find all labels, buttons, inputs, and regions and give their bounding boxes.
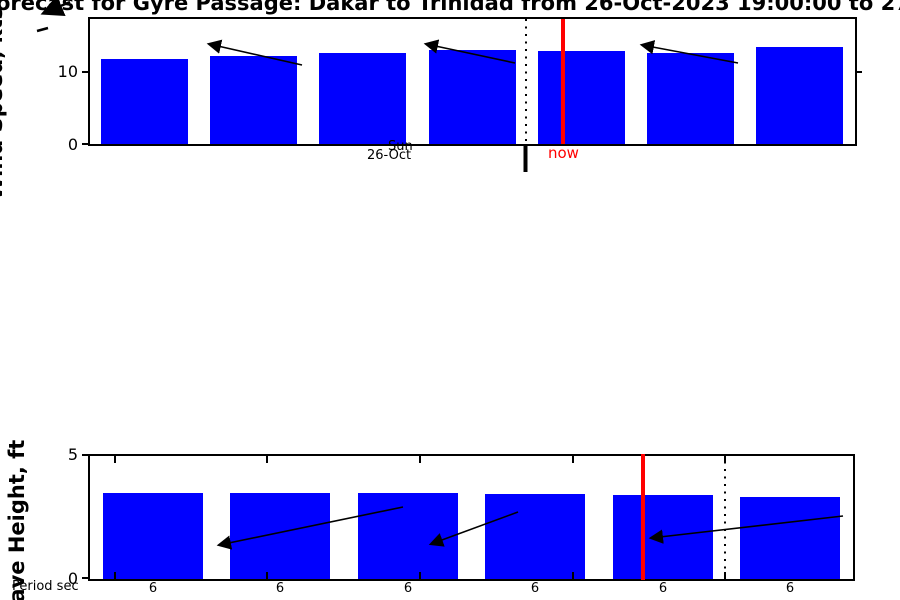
figure-title: orecast for Gyre Passage: Dakar to Trini…	[0, 0, 900, 15]
wind-clipped-arrow-fragment	[36, 26, 49, 33]
wind-direction-arrow	[206, 39, 303, 66]
wave-ytick-0: 0	[67, 569, 78, 588]
wind-ytick-mark	[82, 71, 88, 73]
wave-xtick-mark	[572, 572, 574, 579]
period-value: 6	[785, 581, 795, 596]
wave-bar	[740, 496, 840, 579]
wind-clipped-arrow-fragment	[40, 0, 71, 17]
wind-bar	[101, 59, 188, 144]
wave-xtick-mark	[419, 572, 421, 579]
wave-ytick-mark	[82, 454, 88, 456]
wave-direction-arrow	[648, 515, 844, 544]
wind-bar	[429, 49, 516, 145]
wind-bar	[756, 46, 843, 144]
wave-xtick-mark	[724, 456, 726, 463]
wind-bar	[647, 52, 734, 144]
wave-ytick-5: 5	[67, 445, 78, 464]
period-value: 6	[275, 581, 285, 596]
period-sec-label: Period sec	[12, 579, 79, 594]
wind-ytick-0: 0	[67, 135, 78, 154]
wind-y-axis-label: Wind Speed, kts	[0, 6, 7, 200]
wave-direction-arrow	[216, 506, 404, 550]
wind-bar	[538, 51, 625, 144]
wind-bar	[319, 52, 406, 144]
wave-bar	[103, 492, 203, 579]
wave-xtick-mark	[114, 572, 116, 579]
wave-xtick-mark	[266, 572, 268, 579]
wind-ytick-mark	[82, 143, 88, 145]
wave-xtick-mark	[572, 456, 574, 463]
wave-direction-arrow	[428, 511, 519, 547]
wind-bar	[210, 56, 297, 144]
wave-xtick-mark	[419, 456, 421, 463]
wave-bar	[230, 492, 330, 579]
period-value: 6	[658, 581, 668, 596]
period-value: 6	[403, 581, 413, 596]
wave-ytick-mark	[82, 577, 88, 579]
wave-y-axis-label: Wave Height, ft	[5, 439, 29, 600]
period-value: 6	[148, 581, 158, 596]
wind-xtick-date: 26-Oct	[367, 148, 412, 163]
now-label: now	[548, 144, 579, 162]
wind-direction-arrow	[423, 39, 516, 64]
wind-ytick-mark-right	[856, 71, 862, 73]
wave-bar	[485, 493, 585, 579]
wave-plot-frame	[88, 454, 855, 581]
wind-ytick-10: 10	[57, 62, 78, 81]
wind-plot-frame	[88, 17, 857, 146]
wind-direction-arrow	[639, 40, 739, 64]
wave-xtick-mark	[114, 456, 116, 463]
wind-xtick-day: Sun	[388, 139, 413, 154]
wave-xtick-mark	[266, 456, 268, 463]
period-value: 6	[530, 581, 540, 596]
